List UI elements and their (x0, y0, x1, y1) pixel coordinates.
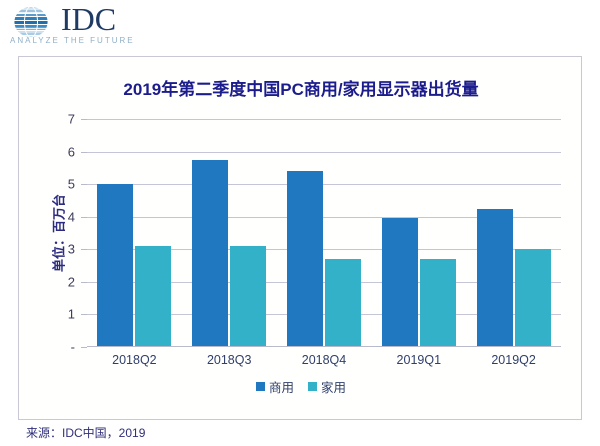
bar-group (87, 119, 182, 347)
bar-group (182, 119, 277, 347)
y-tick-mark (81, 151, 87, 153)
y-tick-label: 3 (67, 241, 75, 257)
y-tick-label: 6 (67, 144, 75, 160)
bar-home[interactable] (135, 246, 172, 347)
legend-label: 家用 (321, 381, 347, 395)
x-axis-line (87, 346, 561, 347)
idc-logo: IDC (8, 1, 117, 39)
source-note: 来源：IDC中国，2019 (26, 426, 146, 440)
y-tick-label: 1 (67, 306, 75, 322)
bar-group (277, 119, 372, 347)
x-tick-label: 2018Q2 (112, 353, 157, 367)
y-tick-mark (81, 184, 87, 186)
x-tick-label: 2019Q2 (491, 353, 536, 367)
y-tick-mark (81, 249, 87, 251)
bar-commercial[interactable] (286, 171, 323, 347)
bar-home[interactable] (230, 246, 267, 347)
y-tick-mark (81, 281, 87, 283)
gridline (87, 184, 561, 186)
chart-legend: 商用 家用 (19, 377, 583, 396)
idc-globe-icon (8, 5, 54, 39)
legend-swatch-icon (308, 382, 317, 391)
y-tick-mark (81, 119, 87, 120)
brand-header: IDC ANALYZE THE FUTURE (0, 0, 600, 52)
legend-item[interactable]: 家用 (308, 377, 346, 396)
bar-home[interactable] (324, 259, 361, 347)
x-tick-label: 2019Q1 (396, 353, 442, 367)
y-tick-label: 7 (67, 111, 75, 127)
gridline (87, 249, 561, 251)
legend-swatch-icon (255, 382, 265, 391)
x-tick-label: 2018Q3 (206, 353, 252, 367)
gridline (87, 216, 561, 218)
legend-label: 商用 (268, 381, 294, 395)
chart-panel: 2019年第二季度中国PC商用/家用显示器出货量 单位：百万台 - 1 2 3 4 5 6 7… (18, 56, 582, 420)
bar-group (466, 119, 561, 347)
y-tick-mark (81, 347, 87, 348)
chart-title: 2019年第二季度中国PC商用/家用显示器出货量 (123, 80, 479, 99)
legend-item[interactable]: 商用 (255, 377, 294, 396)
bar-commercial[interactable] (192, 159, 229, 347)
gridline (87, 151, 561, 153)
bar-home[interactable] (514, 249, 551, 347)
y-tick-mark (81, 216, 87, 218)
plot-area: - 1 2 3 4 5 6 7 2018Q2 2018Q3 2018Q4 2019Q1 2019Q2 (68, 112, 561, 367)
x-tick-label: 2018Q4 (301, 353, 347, 367)
y-tick-label: 2 (67, 274, 75, 290)
bar-group (371, 119, 466, 347)
bar-commercial[interactable] (97, 184, 134, 347)
brand-tagline: ANALYZE THE FUTURE (10, 36, 135, 45)
bar-commercial[interactable] (381, 218, 418, 347)
bar-home[interactable] (419, 259, 456, 347)
y-tick-mark (81, 314, 87, 316)
y-tick-label: 5 (67, 176, 75, 192)
y-tick-label: 4 (67, 209, 75, 225)
y-axis-title-label: 单位：百万台 (51, 193, 67, 273)
bar-commercial[interactable] (476, 208, 513, 347)
gridline (87, 314, 561, 316)
y-tick-label: - (70, 339, 75, 355)
gridline (87, 281, 561, 283)
idc-wordmark: IDC (61, 1, 117, 37)
gridline (87, 119, 561, 120)
